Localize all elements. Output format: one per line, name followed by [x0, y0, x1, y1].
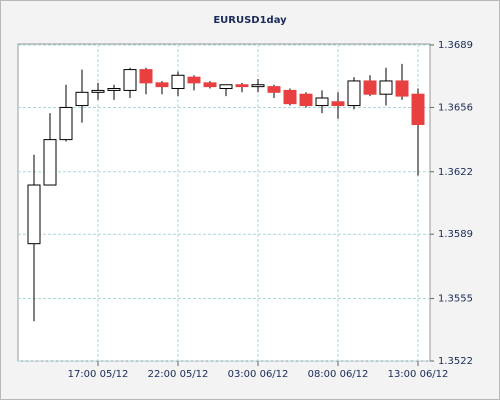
x-tick-label: 08:00 06/12 [308, 369, 369, 380]
candle-body [235, 84, 249, 88]
candle-body [187, 76, 201, 84]
candle-body [91, 89, 105, 93]
y-tick-label: 1.3656 [438, 102, 473, 113]
candle-body [123, 69, 137, 91]
candle-body [75, 91, 89, 107]
chart-title: EURUSD1day [213, 15, 287, 26]
candle-body [347, 80, 361, 107]
candle-body [43, 139, 57, 186]
candle-body [363, 80, 377, 95]
candle-body [267, 86, 281, 93]
candle-body [331, 101, 345, 107]
x-tick-label: 03:00 06/12 [228, 369, 289, 380]
candle-body [139, 69, 153, 84]
y-tick-label: 1.3589 [438, 229, 473, 240]
candle-body [27, 184, 41, 245]
candle-body [155, 82, 169, 88]
candle-body [315, 97, 329, 107]
x-tick-label: 17:00 05/12 [68, 369, 129, 380]
candle-body [59, 106, 73, 141]
candle-body [203, 82, 217, 88]
candle-body [219, 84, 233, 90]
y-tick-label: 1.3555 [438, 294, 473, 305]
candle-body [251, 84, 265, 88]
y-tick-label: 1.3622 [438, 167, 473, 178]
candle-body [171, 74, 185, 90]
x-tick-label: 13:00 06/12 [388, 369, 449, 380]
candle-body [379, 80, 393, 95]
y-tick-label: 1.3522 [438, 356, 473, 367]
candle-body [299, 93, 313, 107]
x-tick-label: 22:00 05/12 [148, 369, 209, 380]
y-tick-label: 1.3689 [438, 40, 473, 51]
candle-body [411, 93, 425, 125]
candle-body [107, 88, 121, 91]
candle-body [395, 80, 409, 97]
candle-body [283, 89, 297, 105]
